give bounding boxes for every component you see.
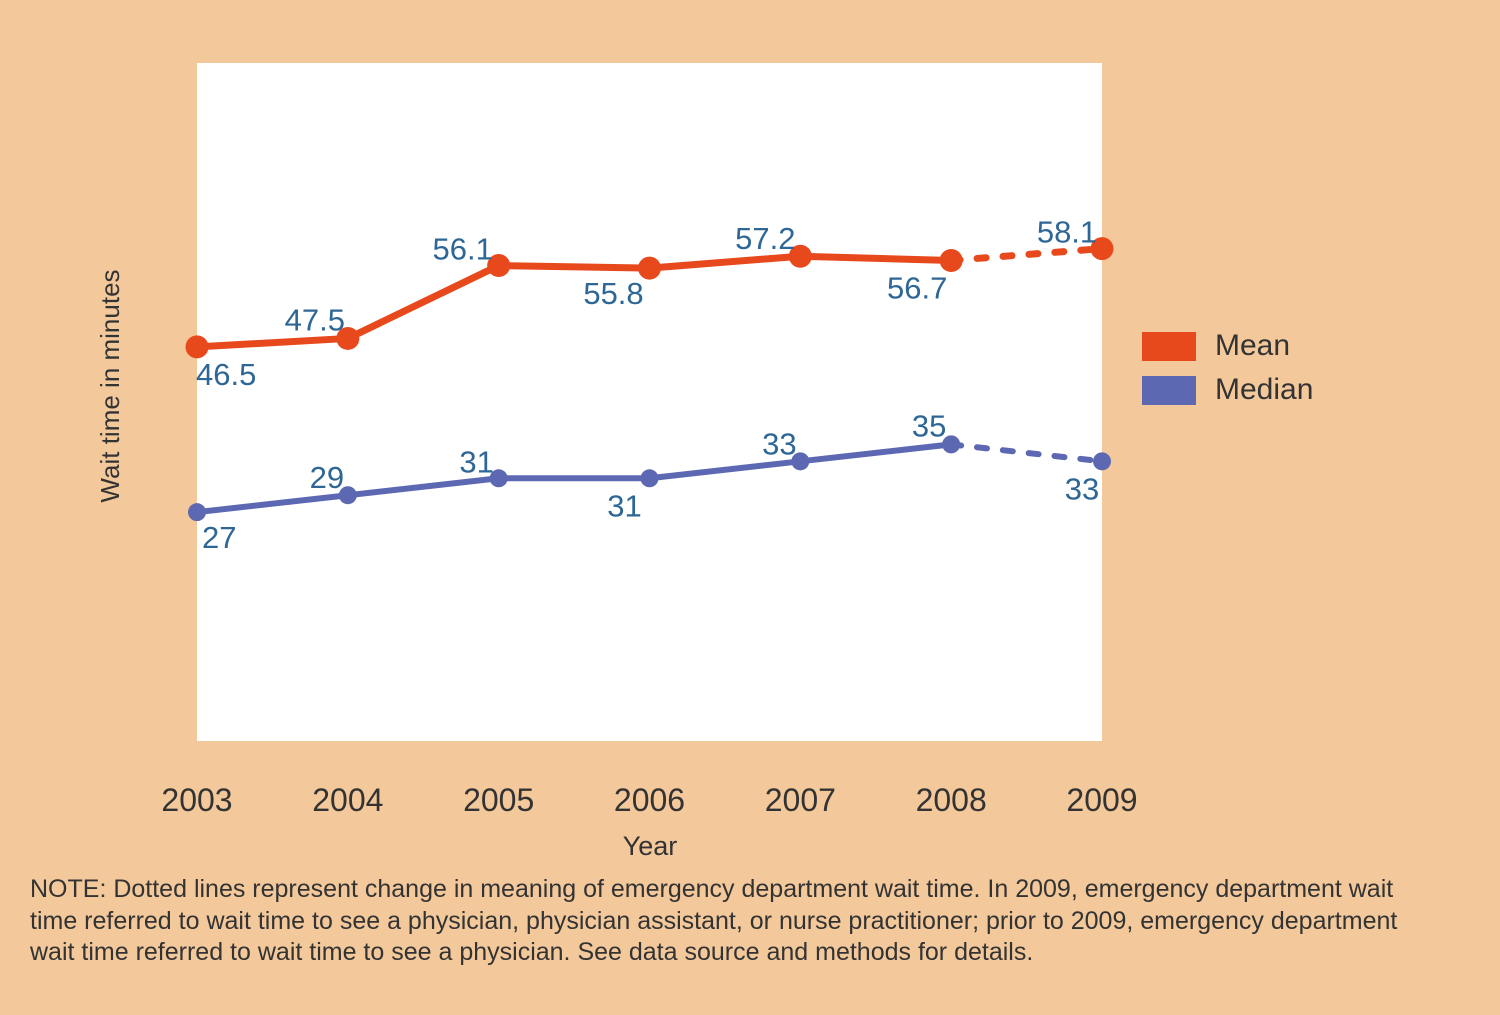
mean-point-2009 xyxy=(1090,237,1114,261)
plot-area xyxy=(197,63,1102,741)
median-line-dashed xyxy=(948,441,1105,465)
note-line-2: time referred to wait time to see a phys… xyxy=(30,906,1398,935)
mean-point-2004 xyxy=(336,326,360,350)
note-text: NOTE: Dotted lines represent change in m… xyxy=(30,874,1490,969)
x-tick-2006: 2006 xyxy=(613,782,686,818)
x-tick-2007: 2007 xyxy=(764,782,836,818)
legend-label-mean: Mean xyxy=(1215,329,1291,362)
legend-label-median: Median xyxy=(1215,373,1314,406)
median-data-label-2007: 33 xyxy=(762,426,796,461)
median-point-2003 xyxy=(188,503,206,522)
mean-point-2005 xyxy=(487,254,511,278)
median-point-2009 xyxy=(1093,452,1111,471)
median-data-label-2009: 33 xyxy=(1065,471,1099,506)
mean-line-solid xyxy=(196,252,952,351)
x-tick-2003: 2003 xyxy=(161,782,233,818)
mean-data-label-2007: 57.2 xyxy=(735,221,795,256)
mean-data-label-2005: 56.1 xyxy=(432,232,492,267)
mean-color-swatch xyxy=(1142,331,1196,361)
mean-data-label-2003: 46.5 xyxy=(196,357,256,392)
mean-point-2003 xyxy=(185,335,209,359)
median-color-swatch xyxy=(1142,375,1196,405)
legend: Mean Median xyxy=(1142,329,1313,417)
mean-point-2006 xyxy=(638,256,661,280)
x-tick-2008: 2008 xyxy=(915,782,987,818)
mean-data-label-2009: 58.1 xyxy=(1037,215,1097,250)
median-point-2004 xyxy=(338,486,357,505)
median-data-label-2008: 35 xyxy=(912,408,946,443)
median-point-2007 xyxy=(791,452,810,471)
mean-line-dashed xyxy=(947,245,1106,264)
median-data-label-2004: 29 xyxy=(310,460,344,495)
median-data-label-2005: 31 xyxy=(459,444,493,479)
legend-item-median: Median xyxy=(1142,373,1313,407)
legend-item-mean: Mean xyxy=(1142,329,1313,363)
median-data-label-2006: 31 xyxy=(607,488,641,523)
median-data-label-2003: 27 xyxy=(202,520,236,555)
mean-point-2008 xyxy=(939,248,963,272)
note-line-1: NOTE: Dotted lines represent change in m… xyxy=(30,875,1394,903)
median-point-2006 xyxy=(640,469,659,488)
x-axis-label: Year xyxy=(622,831,678,861)
y-axis-label: Wait time in minutes xyxy=(95,269,125,503)
mean-point-2007 xyxy=(788,244,812,268)
median-point-2005 xyxy=(489,469,508,488)
x-tick-2004: 2004 xyxy=(312,782,384,818)
median-point-2008 xyxy=(942,435,961,454)
x-tick-2009: 2009 xyxy=(1066,782,1138,818)
mean-data-label-2008: 56.7 xyxy=(887,270,947,305)
note-line-3: wait time referred to wait time to see a… xyxy=(30,938,1034,966)
x-tick-2005: 2005 xyxy=(463,782,535,818)
median-line-solid xyxy=(196,441,952,516)
mean-data-label-2006: 55.8 xyxy=(583,276,643,311)
mean-data-label-2004: 47.5 xyxy=(285,302,345,337)
